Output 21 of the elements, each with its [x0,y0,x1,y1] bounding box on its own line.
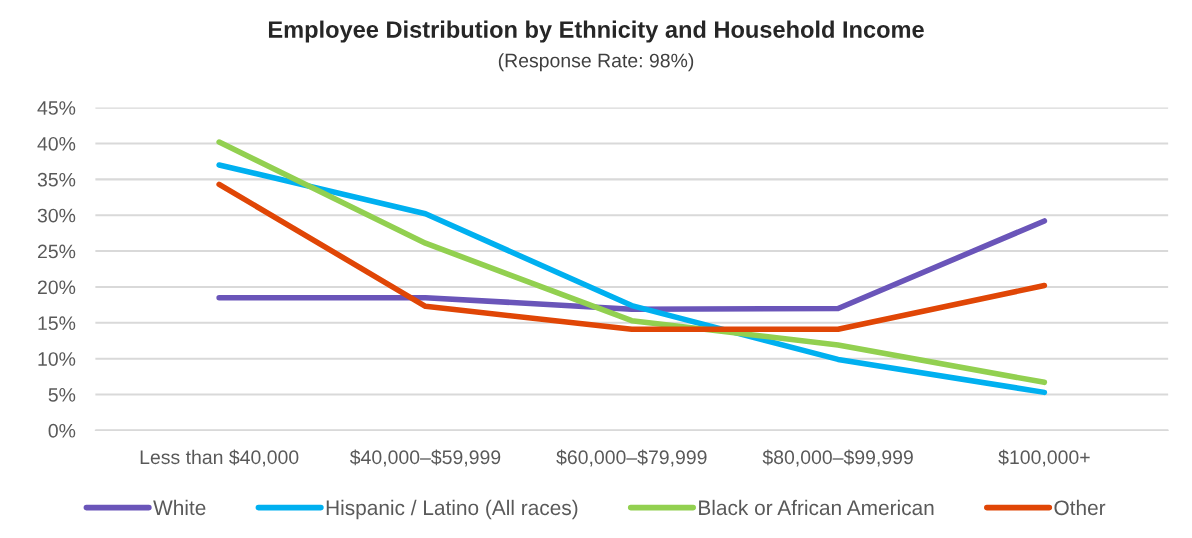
legend-label: Other [1054,499,1106,516]
y-tick-label: 30% [37,208,76,223]
y-tick-label: 45% [37,101,76,115]
y-tick-label: 40% [37,136,76,151]
y-tick-label: 0% [48,423,76,438]
y-tick-label: 20% [37,280,76,295]
x-tick-label: $100,000+ [998,449,1090,467]
y-tick-label: 15% [38,316,76,331]
y-tick-label: 35% [37,172,76,187]
legend-label: Black or African American [699,499,934,516]
x-tick-label: $40,000–$59,999 [349,449,501,467]
x-tick-label: $60,000–$79,999 [556,449,707,467]
legend-label: White [153,499,206,516]
y-tick-label: 5% [48,388,76,402]
legend-label: Hispanic / Latino (All races) [326,499,578,520]
chart-title: Employee Distribution by Ethnicity and Household Income [268,20,924,43]
x-tick-label: $80,000–$99,999 [762,449,913,467]
y-tick-label: 25% [37,244,76,259]
chart-subtitle: (Response Rate: 98%) [498,53,694,72]
x-tick-label: Less than $40,000 [140,449,299,467]
y-tick-label: 10% [38,352,76,366]
